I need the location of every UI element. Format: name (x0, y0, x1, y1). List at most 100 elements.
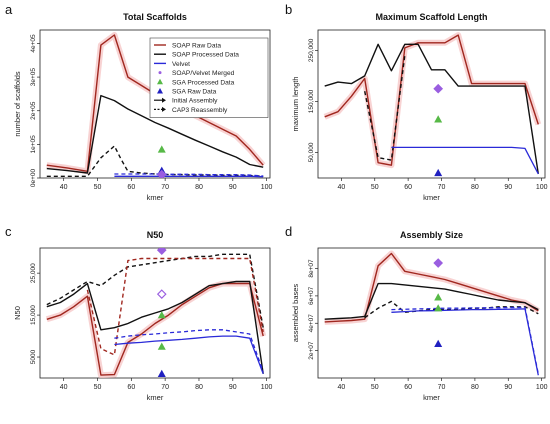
y-tick-label: 0e+00 (30, 168, 37, 187)
legend-label: Initial Assembly (172, 98, 218, 105)
legend-label: Velvet (172, 61, 190, 68)
point-soap_velvet_merged (158, 290, 166, 298)
plot-area (325, 254, 539, 376)
x-tick-label: 40 (337, 384, 345, 391)
x-tick-label: 100 (261, 384, 273, 391)
plot-area (325, 35, 539, 176)
series-line-soap_processed (325, 284, 539, 320)
x-tick-label: 50 (371, 384, 379, 391)
series-line-velvet (114, 336, 263, 374)
x-tick-label: 80 (195, 184, 203, 191)
panel-letter: d (285, 224, 292, 239)
y-tick-label: 4e+05 (30, 34, 37, 53)
y-tick-label: 2e+05 (30, 101, 37, 120)
legend-label: SOAP Processed Data (172, 52, 239, 59)
x-tick-label: 80 (471, 384, 479, 391)
series-line-soap_raw (47, 284, 263, 376)
y-tick-label: 1e+05 (30, 135, 37, 154)
plot-frame (318, 248, 545, 378)
y-tick-label: 5000 (30, 349, 37, 364)
series-line-soap_processed (47, 282, 263, 374)
series-shade-soap_raw (325, 35, 539, 165)
x-tick-label: 60 (404, 384, 412, 391)
x-tick-label: 40 (337, 184, 345, 191)
x-tick-label: 50 (94, 184, 102, 191)
series-line-soap_processed (325, 44, 539, 174)
panel-b: b Maximum Scaffold Length 40 50 60 70 80 90 100 5… (285, 2, 548, 202)
x-tick-label: 70 (161, 184, 169, 191)
x-tick-label: 80 (471, 184, 479, 191)
series-shade-soap_raw (47, 284, 263, 376)
y-axis-label: assembled bases (291, 284, 300, 343)
panel-title: Assembly Size (400, 230, 463, 240)
y-tick-label: 8e+07 (308, 259, 315, 278)
legend-label: CAP3 Reassembly (172, 107, 228, 114)
point-sga_raw (434, 340, 442, 347)
y-tick-label: 250,000 (308, 38, 315, 62)
panel-title: Total Scaffolds (123, 12, 187, 22)
point-sga_raw (158, 370, 166, 377)
panel-letter: a (5, 2, 13, 17)
legend-label: SGA Raw Data (172, 89, 217, 96)
series-line-soap_raw (325, 35, 539, 165)
y-tick-label: 3e+05 (30, 68, 37, 87)
y-axis-label: number of scaffolds (13, 71, 22, 137)
panel-letter: c (5, 224, 12, 239)
y-tick-label: 2e+07 (308, 341, 315, 360)
point-sga_processed (434, 115, 442, 122)
x-tick-label: 100 (261, 184, 273, 191)
x-tick-label: 100 (536, 184, 548, 191)
point-soap_velvet_merged (434, 85, 442, 93)
legend-label: SOAP Raw Data (172, 43, 221, 50)
x-tick-label: 40 (60, 384, 68, 391)
x-tick-label: 90 (229, 384, 237, 391)
x-tick-label: 70 (438, 184, 446, 191)
x-tick-label: 90 (504, 384, 512, 391)
x-tick-label: 50 (371, 184, 379, 191)
y-tick-label: 25,000 (30, 263, 37, 283)
point-sga_processed (434, 293, 442, 300)
point-sga_processed (158, 145, 166, 152)
legend-label: SGA Processed Data (172, 79, 235, 86)
x-axis-label: kmer (423, 393, 440, 402)
series-line-cap3_reassembly-dashed (47, 254, 263, 327)
x-tick-label: 50 (94, 384, 102, 391)
point-soap_velvet_merged (434, 259, 442, 267)
y-tick-label: 6e+07 (308, 286, 315, 305)
series-line-velvet (391, 147, 538, 174)
x-tick-label: 60 (127, 384, 135, 391)
plot-frame (318, 30, 545, 178)
x-axis-label: kmer (147, 193, 164, 202)
y-tick-label: 50,000 (308, 142, 315, 162)
point-sga_raw (434, 169, 442, 176)
series-line-velvet (391, 309, 538, 375)
plot-area (47, 246, 263, 377)
panel-title: N50 (147, 230, 164, 240)
x-tick-label: 60 (404, 184, 412, 191)
x-tick-label: 80 (195, 384, 203, 391)
point-soap_velvet_merged (158, 246, 166, 254)
x-tick-label: 70 (161, 384, 169, 391)
x-tick-label: 40 (60, 184, 68, 191)
panel-letter: b (285, 2, 292, 17)
x-axis-label: kmer (147, 393, 164, 402)
y-axis-label: maximum length (291, 76, 300, 131)
panel-title: Maximum Scaffold Length (375, 12, 487, 22)
x-tick-label: 90 (229, 184, 237, 191)
panel-d: d Assembly Size 40 50 60 70 80 90 100 2e+07 4e+07 6… (285, 224, 548, 402)
legend-box (150, 38, 268, 118)
x-tick-label: 70 (438, 384, 446, 391)
point-sga_processed (158, 343, 166, 350)
y-tick-label: 4e+07 (308, 314, 315, 333)
legend-label: SOAP/Velvet Merged (172, 70, 235, 77)
y-tick-label: 150,000 (308, 89, 315, 113)
series-line-velvet-dashed (391, 307, 538, 374)
x-tick-label: 100 (536, 384, 548, 391)
legend-key-dot (159, 71, 162, 74)
x-tick-label: 90 (504, 184, 512, 191)
x-axis-label: kmer (423, 193, 440, 202)
y-tick-label: 15,000 (30, 305, 37, 325)
